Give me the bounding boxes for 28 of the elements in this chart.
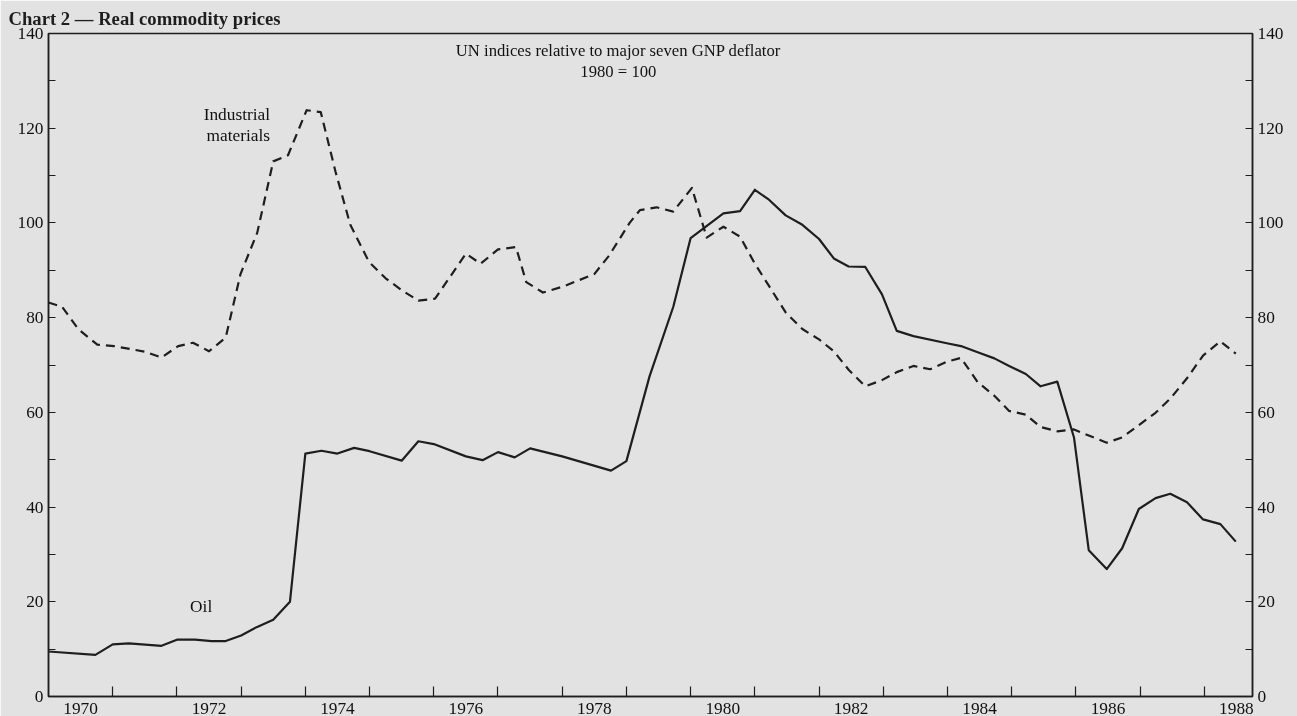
y2-tick-label: 60 <box>1257 402 1275 422</box>
text: UN indices relative to major seven GNP deflator 1980 = 100 <box>455 40 781 82</box>
y-tick-label: 120 <box>17 118 44 138</box>
y2-tick-label: 140 <box>1257 24 1284 43</box>
x-tick-label: 1980 <box>705 698 741 716</box>
x-tick-label: 1972 <box>191 698 227 716</box>
x-tick-label: 1976 <box>448 698 484 716</box>
x-tick-label: 1988 <box>1219 698 1254 716</box>
y-tick-label: 80 <box>26 308 44 328</box>
y2-tick-label: 120 <box>1257 118 1284 138</box>
x-tick-label: 1982 <box>833 698 869 716</box>
y2-tick-label: 20 <box>1257 592 1275 612</box>
x-tick-label: 1970 <box>63 698 98 716</box>
y-tick-label: 40 <box>26 497 44 517</box>
y-tick-label: 60 <box>26 402 44 422</box>
y2-tick-label: 100 <box>1257 213 1284 233</box>
x-tick-label: 1986 <box>1090 698 1126 716</box>
x-tick-label: 1984 <box>962 698 998 716</box>
x-tick-label: 1974 <box>320 698 356 716</box>
y2-tick-label: 40 <box>1257 497 1275 517</box>
y-tick-label: 100 <box>17 213 44 233</box>
y-tick-label: 0 <box>34 687 44 706</box>
series-label: Oil <box>190 596 213 616</box>
y2-tick-label: 80 <box>1257 308 1275 328</box>
series-label: Industrial materials <box>203 104 271 145</box>
y2-tick-label: 0 <box>1257 687 1267 706</box>
x-tick-label: 1978 <box>576 698 612 716</box>
y-tick-label: 20 <box>26 592 44 612</box>
